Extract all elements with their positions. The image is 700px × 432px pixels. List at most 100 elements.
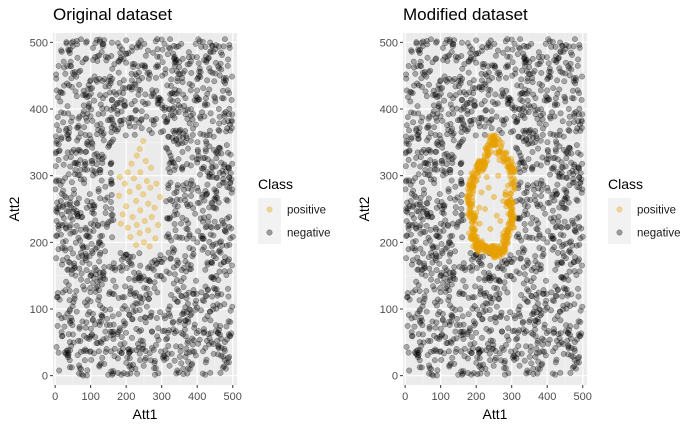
point-negative — [78, 366, 85, 373]
point-negative — [171, 115, 178, 121]
point-negative — [446, 269, 453, 276]
point-negative — [203, 57, 210, 64]
point-negative — [490, 295, 497, 302]
point-negative — [101, 360, 108, 367]
point-negative — [114, 107, 121, 114]
point-negative — [79, 59, 86, 66]
point-negative — [511, 356, 518, 363]
point-negative — [563, 150, 570, 157]
point-negative — [221, 268, 228, 275]
point-negative — [405, 141, 412, 148]
point-negative — [569, 167, 576, 174]
point-negative — [437, 298, 444, 305]
point-negative — [96, 277, 103, 284]
legend-marker-negative — [616, 229, 623, 236]
point-negative — [192, 40, 199, 47]
point-positive — [156, 194, 163, 200]
point-negative — [213, 305, 220, 312]
point-negative — [527, 348, 534, 355]
point-negative — [75, 254, 82, 261]
point-negative — [70, 205, 77, 212]
point-negative — [420, 229, 427, 235]
point-negative — [204, 77, 211, 84]
point-negative — [61, 245, 68, 252]
point-negative — [91, 202, 98, 209]
point-negative — [432, 324, 439, 331]
point-negative — [97, 239, 103, 246]
point-negative — [214, 301, 221, 308]
point-negative — [217, 323, 224, 330]
point-negative — [460, 103, 467, 110]
point-positive — [482, 243, 489, 250]
point-negative — [551, 298, 557, 305]
point-negative — [86, 132, 93, 139]
point-negative — [67, 347, 74, 354]
point-negative — [200, 348, 206, 355]
point-negative — [409, 178, 416, 185]
point-negative — [579, 160, 586, 167]
x-axis-title: Att1 — [133, 406, 158, 422]
point-negative — [114, 40, 121, 47]
point-negative — [529, 166, 536, 173]
point-negative — [221, 345, 228, 352]
point-negative — [434, 296, 441, 303]
point-negative — [69, 69, 76, 76]
point-negative — [186, 366, 193, 373]
point-negative — [550, 165, 557, 172]
point-negative — [567, 369, 574, 376]
point-negative — [195, 74, 202, 81]
point-negative — [530, 365, 537, 372]
point-negative — [151, 257, 158, 264]
point-negative — [407, 98, 414, 105]
point-negative — [73, 38, 80, 44]
point-negative — [158, 101, 165, 108]
point-negative — [117, 264, 123, 271]
y-tick-label: 400 — [30, 104, 48, 116]
point-negative — [105, 219, 112, 226]
point-negative — [460, 331, 467, 338]
point-negative — [147, 314, 154, 321]
point-negative — [157, 309, 164, 316]
point-negative — [63, 225, 70, 232]
point-negative — [183, 180, 190, 187]
point-negative — [131, 277, 138, 284]
point-negative — [443, 285, 449, 292]
point-negative — [106, 117, 113, 123]
point-negative — [576, 174, 583, 181]
point-negative — [557, 308, 564, 315]
point-negative — [54, 209, 61, 216]
point-negative — [457, 77, 464, 84]
point-negative — [132, 275, 139, 282]
point-negative — [411, 192, 418, 199]
point-negative — [165, 44, 172, 51]
point-negative — [67, 230, 74, 237]
point-negative — [417, 259, 423, 266]
point-negative — [213, 286, 220, 293]
point-negative — [53, 87, 60, 94]
point-negative — [154, 97, 161, 104]
point-negative — [487, 316, 494, 322]
point-negative — [80, 87, 87, 94]
point-negative — [195, 152, 202, 159]
point-negative — [558, 159, 565, 166]
point-negative — [498, 265, 505, 272]
point-negative — [196, 72, 202, 79]
point-negative — [60, 215, 67, 222]
point-negative — [124, 256, 131, 263]
point-negative — [426, 265, 433, 272]
point-negative — [559, 43, 566, 49]
point-negative — [445, 240, 452, 247]
point-negative — [194, 304, 201, 311]
point-negative — [110, 103, 117, 110]
point-negative — [208, 259, 215, 266]
point-negative — [181, 321, 188, 328]
point-negative — [428, 371, 435, 378]
point-negative — [501, 365, 508, 372]
point-negative — [491, 40, 498, 47]
point-negative — [552, 148, 559, 155]
point-negative — [72, 149, 79, 156]
point-negative — [184, 161, 190, 167]
point-negative — [191, 324, 198, 331]
point-negative — [169, 245, 176, 252]
point-negative — [99, 160, 106, 166]
